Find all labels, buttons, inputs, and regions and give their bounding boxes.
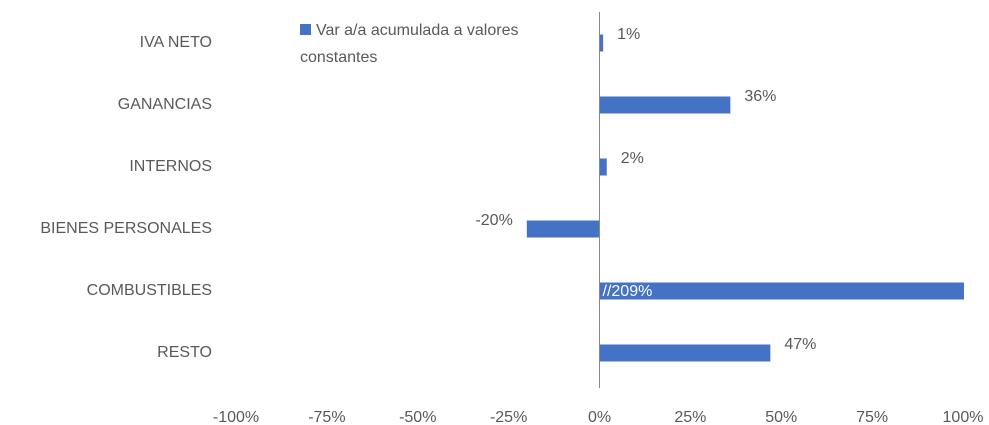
data-label: 1% <box>617 26 640 43</box>
bar <box>599 96 731 114</box>
bar <box>526 220 600 238</box>
legend-swatch <box>300 24 311 35</box>
x-tick-label: 100% <box>943 409 984 425</box>
y-tick-label: BIENES PERSONALES <box>40 220 212 237</box>
legend-label: Var a/a acumulada a valores constantes <box>300 22 519 66</box>
y-tick-label: COMBUSTIBLES <box>87 282 212 299</box>
y-tick-label: INTERNOS <box>129 158 212 175</box>
legend: Var a/a acumulada a valores constantes <box>300 17 530 71</box>
data-label: 36% <box>744 88 776 105</box>
data-label: 47% <box>784 336 816 353</box>
data-label: 2% <box>621 150 644 167</box>
x-tick-label: 0% <box>588 409 611 425</box>
y-tick-label: IVA NETO <box>140 34 212 51</box>
y-tick-label: RESTO <box>157 344 212 361</box>
x-tick-label: -75% <box>308 409 345 425</box>
x-tick-label: 75% <box>856 409 888 425</box>
x-tick-label: 50% <box>765 409 797 425</box>
x-tick-label: -50% <box>399 409 436 425</box>
x-tick-label: -100% <box>213 409 259 425</box>
data-label: -20% <box>475 212 512 229</box>
x-tick-label: -25% <box>490 409 527 425</box>
x-tick-label: 25% <box>674 409 706 425</box>
bar <box>599 344 771 362</box>
bar <box>599 34 604 52</box>
bar <box>599 282 964 300</box>
y-tick-label: GANANCIAS <box>118 96 212 113</box>
bar <box>599 158 607 176</box>
data-label: //209% <box>603 283 653 300</box>
